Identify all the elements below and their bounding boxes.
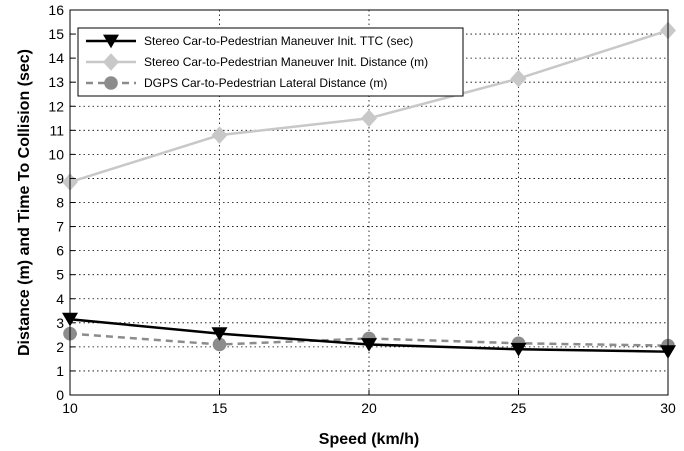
data-point	[211, 126, 228, 144]
legend-box	[77, 27, 464, 97]
x-tick-label: 30	[660, 400, 676, 416]
legend-label: Stereo Car-to-Pedestrian Maneuver Init. …	[144, 34, 413, 48]
legend: Stereo Car-to-Pedestrian Maneuver Init. …	[77, 27, 464, 97]
data-point	[211, 327, 228, 341]
y-tick-label: 16	[48, 2, 64, 18]
y-tick-label: 11	[49, 122, 64, 138]
y-tick-label: 0	[56, 387, 64, 403]
y-tick-label: 8	[56, 195, 64, 211]
y-tick-label: 9	[56, 170, 64, 186]
y-tick-label: 10	[48, 146, 64, 162]
legend-label: DGPS Car-to-Pedestrian Lateral Distance …	[144, 76, 387, 90]
y-tick-label: 5	[56, 267, 64, 283]
x-tick-label: 20	[361, 400, 377, 416]
data-point	[510, 69, 527, 88]
y-tick-label: 6	[56, 243, 64, 259]
legend-marker	[103, 34, 119, 49]
x-tick-label: 25	[511, 400, 527, 416]
legend-label: Stereo Car-to-Pedestrian Maneuver Init. …	[144, 55, 428, 69]
data-point	[361, 109, 377, 128]
series-line	[69, 332, 669, 347]
legend-marker	[103, 53, 119, 71]
y-tick-label: 3	[56, 315, 64, 331]
data-point	[212, 337, 227, 352]
y-tick-label: 14	[48, 50, 64, 66]
y-tick-label: 7	[56, 219, 64, 235]
x-tick-label: 15	[212, 400, 228, 416]
y-tick-label: 12	[48, 98, 64, 114]
y-axis-title: Distance (m) and Time To Collision (sec)	[16, 49, 33, 356]
y-tick-label: 13	[48, 74, 64, 90]
x-axis-title: Speed (km/h)	[319, 431, 419, 448]
y-tick-label: 1	[56, 363, 64, 379]
y-tick-label: 15	[48, 26, 64, 42]
legend-marker	[104, 76, 118, 90]
y-tick-label: 2	[56, 339, 64, 355]
data-point	[361, 338, 377, 352]
data-point	[510, 342, 527, 357]
y-tick-label: 4	[56, 291, 64, 307]
x-tick-label: 10	[62, 400, 78, 416]
